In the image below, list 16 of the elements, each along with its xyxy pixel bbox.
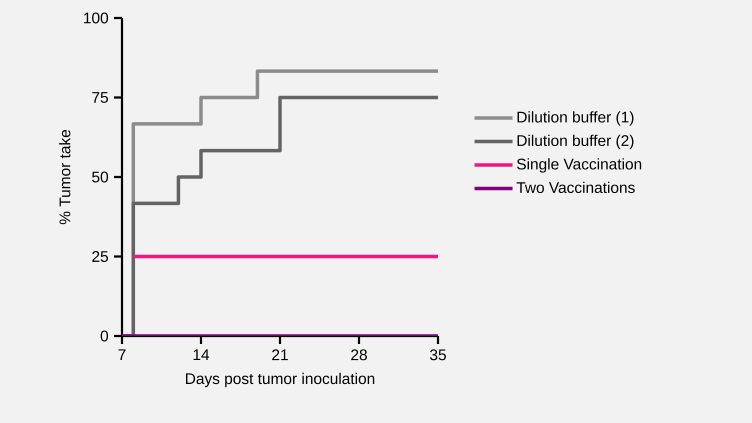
x-tick-label: 28 xyxy=(351,349,367,360)
legend-label: Single Vaccination xyxy=(516,158,642,173)
x-tick-label: 21 xyxy=(272,349,288,360)
y-tick-label: 0 xyxy=(100,330,108,342)
y-axis-title: % Tumor take xyxy=(59,130,70,224)
x-axis-title: Days post tumor inoculation xyxy=(186,372,374,388)
x-tick-label: 35 xyxy=(430,349,446,360)
legend-label: Dilution buffer (2) xyxy=(518,134,634,150)
x-tick-label: 7 xyxy=(118,349,126,360)
legend-label: Two Vaccinations xyxy=(516,182,635,194)
legend-label: Dilution buffer (1) xyxy=(518,111,634,126)
y-tick-label: 75 xyxy=(92,92,108,103)
y-tick-label: 50 xyxy=(92,172,108,182)
y-tick-label: 25 xyxy=(92,251,108,262)
x-tick-label: 14 xyxy=(194,349,210,360)
y-tick-label: 100 xyxy=(84,12,108,24)
